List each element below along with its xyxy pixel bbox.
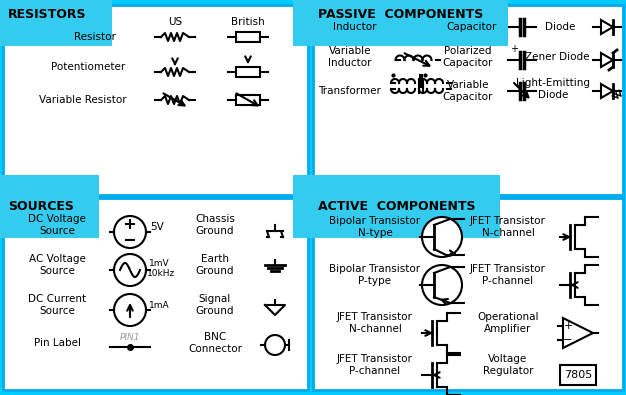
FancyBboxPatch shape: [313, 198, 623, 390]
Polygon shape: [601, 20, 613, 34]
Text: SOURCES: SOURCES: [8, 200, 74, 213]
Text: Diode: Diode: [545, 22, 575, 32]
Text: Zener Diode: Zener Diode: [525, 52, 589, 62]
Text: RESISTORS: RESISTORS: [8, 8, 86, 21]
Text: British: British: [231, 17, 265, 27]
Text: Chassis
Ground: Chassis Ground: [195, 214, 235, 236]
Text: Variable
Capacitor: Variable Capacitor: [443, 80, 493, 102]
Text: JFET Transistor
N-channel: JFET Transistor N-channel: [337, 312, 413, 334]
Text: 1mA: 1mA: [149, 301, 170, 310]
Text: 5V: 5V: [150, 222, 164, 232]
Text: ACTIVE  COMPONENTS: ACTIVE COMPONENTS: [318, 200, 476, 213]
Text: Transformer: Transformer: [319, 86, 381, 96]
Polygon shape: [601, 84, 613, 98]
Circle shape: [265, 335, 285, 355]
Text: −: −: [563, 335, 573, 345]
Text: US: US: [168, 17, 182, 27]
Text: Bipolar Transistor
N-type: Bipolar Transistor N-type: [329, 216, 421, 238]
Text: 10kHz: 10kHz: [147, 269, 175, 278]
Text: Capacitor: Capacitor: [447, 22, 497, 32]
Text: PASSIVE  COMPONENTS: PASSIVE COMPONENTS: [318, 8, 483, 21]
Text: PIN1: PIN1: [120, 333, 140, 342]
Text: JFET Transistor
N-channel: JFET Transistor N-channel: [470, 216, 546, 238]
Text: Voltage
Regulator: Voltage Regulator: [483, 354, 533, 376]
Text: DC Current
Source: DC Current Source: [28, 294, 86, 316]
Text: Polarized
Capacitor: Polarized Capacitor: [443, 46, 493, 68]
Text: Light-Emitting
Diode: Light-Emitting Diode: [516, 78, 590, 100]
Text: Potentiometer: Potentiometer: [51, 62, 125, 72]
Bar: [236, 67, 260, 77]
FancyBboxPatch shape: [313, 5, 623, 195]
Text: 7805: 7805: [564, 370, 592, 380]
Text: Operational
Amplifier: Operational Amplifier: [477, 312, 539, 334]
Text: JFET Transistor
P-channel: JFET Transistor P-channel: [337, 354, 413, 376]
Bar: [236, 95, 260, 105]
Bar: [236, 32, 260, 42]
Text: +: +: [510, 44, 518, 54]
Text: AC Voltage
Source: AC Voltage Source: [29, 254, 85, 276]
FancyBboxPatch shape: [3, 5, 308, 195]
Text: JFET Transistor
P-channel: JFET Transistor P-channel: [470, 264, 546, 286]
Bar: [560, 365, 596, 385]
Text: +: +: [563, 321, 573, 331]
Text: Earth
Ground: Earth Ground: [196, 254, 234, 276]
Text: Inductor: Inductor: [333, 22, 377, 32]
Polygon shape: [563, 318, 593, 348]
Circle shape: [114, 254, 146, 286]
Circle shape: [422, 265, 462, 305]
Text: Variable
Inductor: Variable Inductor: [328, 46, 372, 68]
Text: BNC
Connector: BNC Connector: [188, 332, 242, 354]
Text: 1mV: 1mV: [149, 258, 170, 267]
Circle shape: [114, 294, 146, 326]
Text: Bipolar Transistor
P-type: Bipolar Transistor P-type: [329, 264, 421, 286]
FancyBboxPatch shape: [3, 198, 308, 390]
Text: Signal
Ground: Signal Ground: [196, 294, 234, 316]
Circle shape: [114, 216, 146, 248]
Polygon shape: [601, 53, 613, 67]
Text: Pin Label: Pin Label: [34, 338, 81, 348]
Text: Resistor: Resistor: [74, 32, 116, 42]
Circle shape: [422, 217, 462, 257]
Text: DC Voltage
Source: DC Voltage Source: [28, 214, 86, 236]
Text: Variable Resistor: Variable Resistor: [39, 95, 127, 105]
